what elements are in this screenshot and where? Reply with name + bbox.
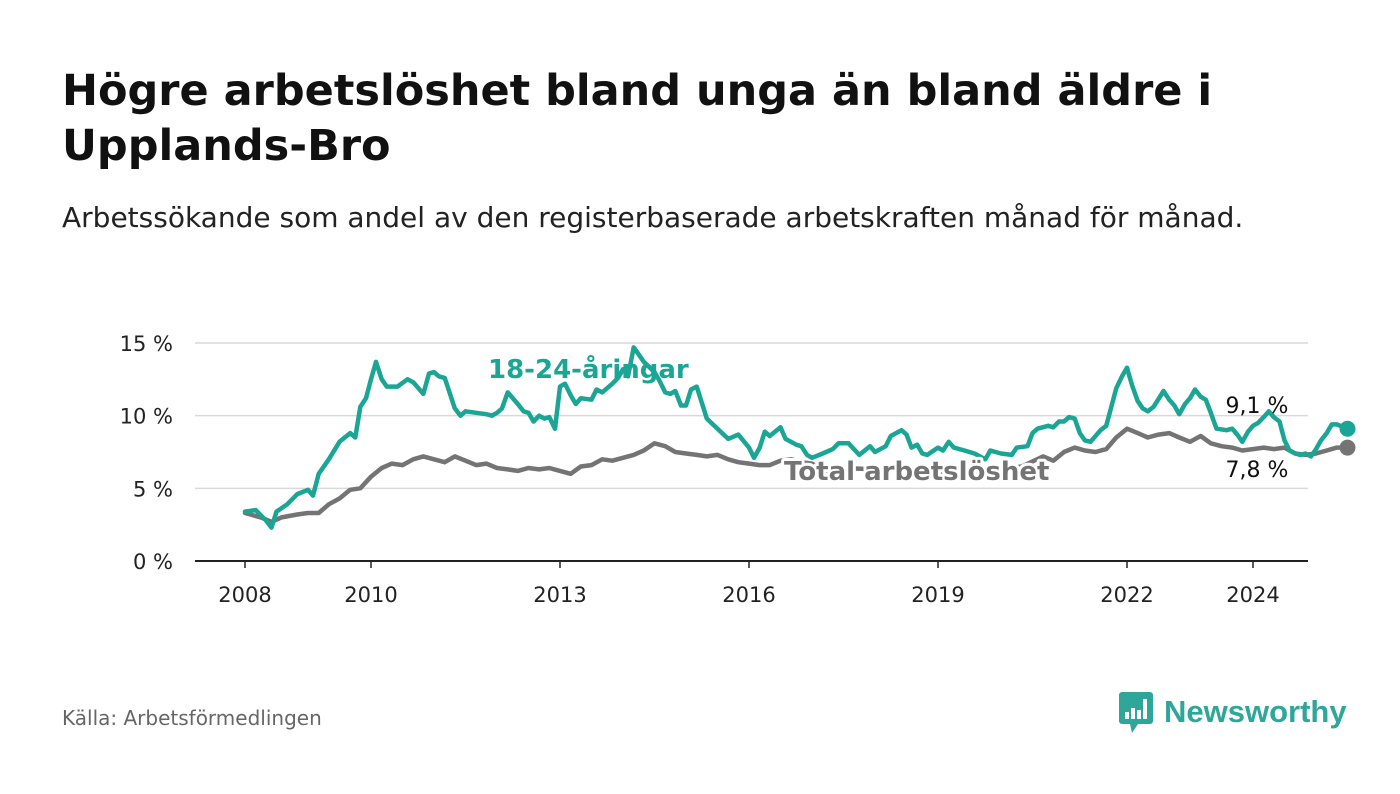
series-labels: 18-24-åringar Total arbetslöshet 9,1 % 7… [488, 353, 1289, 490]
newsworthy-icon [1119, 692, 1153, 733]
end-point-total [1339, 439, 1356, 456]
x-tick-label-2010: 2010 [344, 583, 397, 607]
end-point-youth [1339, 420, 1356, 437]
series-label-youth: 18-24-åringar [488, 353, 689, 385]
x-tick-label-2022: 2022 [1100, 583, 1153, 607]
chart-title: Högre arbetslöshet bland unga än bland ä… [62, 66, 1213, 171]
y-tick-label-0: 0 % [133, 550, 173, 574]
source-note: Källa: Arbetsförmedlingen [62, 706, 322, 730]
line-chart: 0 %5 %10 %15 % 2008 2010 2013 2016 2019 2022 2… [120, 332, 1356, 607]
series-lines [242, 345, 1356, 530]
x-tick-label-2013: 2013 [533, 583, 586, 607]
x-tick-label-2024: 2024 [1226, 583, 1279, 607]
brand-logo: Newsworthy [1118, 690, 1347, 734]
series-label-total: Total arbetslöshet [784, 457, 1049, 487]
series-line-youth [242, 345, 1350, 530]
y-tick-label-5: 5 % [133, 477, 173, 501]
x-tick-label-2016: 2016 [722, 583, 775, 607]
brand-name: Newsworthy [1164, 694, 1347, 729]
y-axis: 0 % 5 % 10 % 15 % [120, 332, 1308, 574]
y-tick-label-10: 10 % [120, 405, 173, 429]
x-axis: 2008 2010 2013 2016 2019 2022 2024 [218, 561, 1280, 607]
x-tick-label-2019: 2019 [911, 583, 964, 607]
y-tick-label-15: 15 % [120, 332, 173, 356]
series-line-total [242, 426, 1350, 525]
x-tick-label-2008: 2008 [218, 583, 271, 607]
chart-subtitle: Arbetssökande som andel av den registerb… [62, 201, 1244, 234]
end-label-total: 7,8 % [1226, 458, 1289, 483]
end-label-youth: 9,1 % [1226, 394, 1289, 419]
grid-lines [195, 342, 1308, 490]
